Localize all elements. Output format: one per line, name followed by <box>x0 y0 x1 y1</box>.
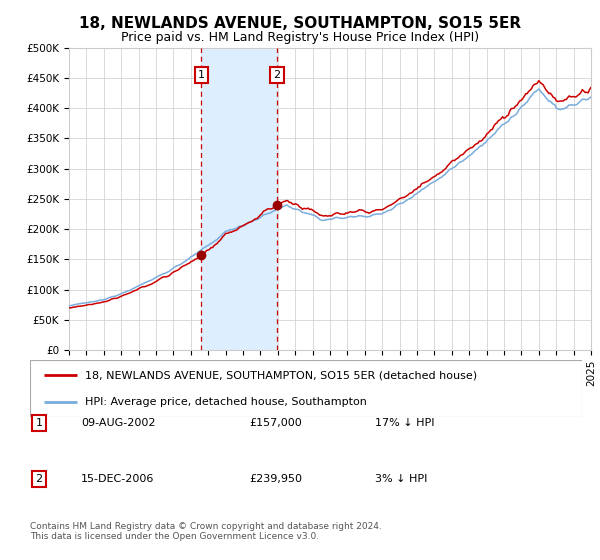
Text: 09-AUG-2002: 09-AUG-2002 <box>81 418 155 428</box>
Text: HPI: Average price, detached house, Southampton: HPI: Average price, detached house, Sout… <box>85 396 367 407</box>
Text: 3% ↓ HPI: 3% ↓ HPI <box>375 474 427 484</box>
Text: 1: 1 <box>198 70 205 80</box>
Text: 2: 2 <box>35 474 43 484</box>
Text: Price paid vs. HM Land Registry's House Price Index (HPI): Price paid vs. HM Land Registry's House … <box>121 31 479 44</box>
Text: 15-DEC-2006: 15-DEC-2006 <box>81 474 154 484</box>
Text: 2: 2 <box>274 70 281 80</box>
Text: 18, NEWLANDS AVENUE, SOUTHAMPTON, SO15 5ER: 18, NEWLANDS AVENUE, SOUTHAMPTON, SO15 5… <box>79 16 521 31</box>
Text: 18, NEWLANDS AVENUE, SOUTHAMPTON, SO15 5ER (detached house): 18, NEWLANDS AVENUE, SOUTHAMPTON, SO15 5… <box>85 370 478 380</box>
Text: Contains HM Land Registry data © Crown copyright and database right 2024.
This d: Contains HM Land Registry data © Crown c… <box>30 522 382 542</box>
Text: £157,000: £157,000 <box>249 418 302 428</box>
Text: 1: 1 <box>35 418 43 428</box>
Bar <box>201 48 277 350</box>
Text: 17% ↓ HPI: 17% ↓ HPI <box>375 418 434 428</box>
Text: £239,950: £239,950 <box>249 474 302 484</box>
FancyBboxPatch shape <box>30 360 582 417</box>
